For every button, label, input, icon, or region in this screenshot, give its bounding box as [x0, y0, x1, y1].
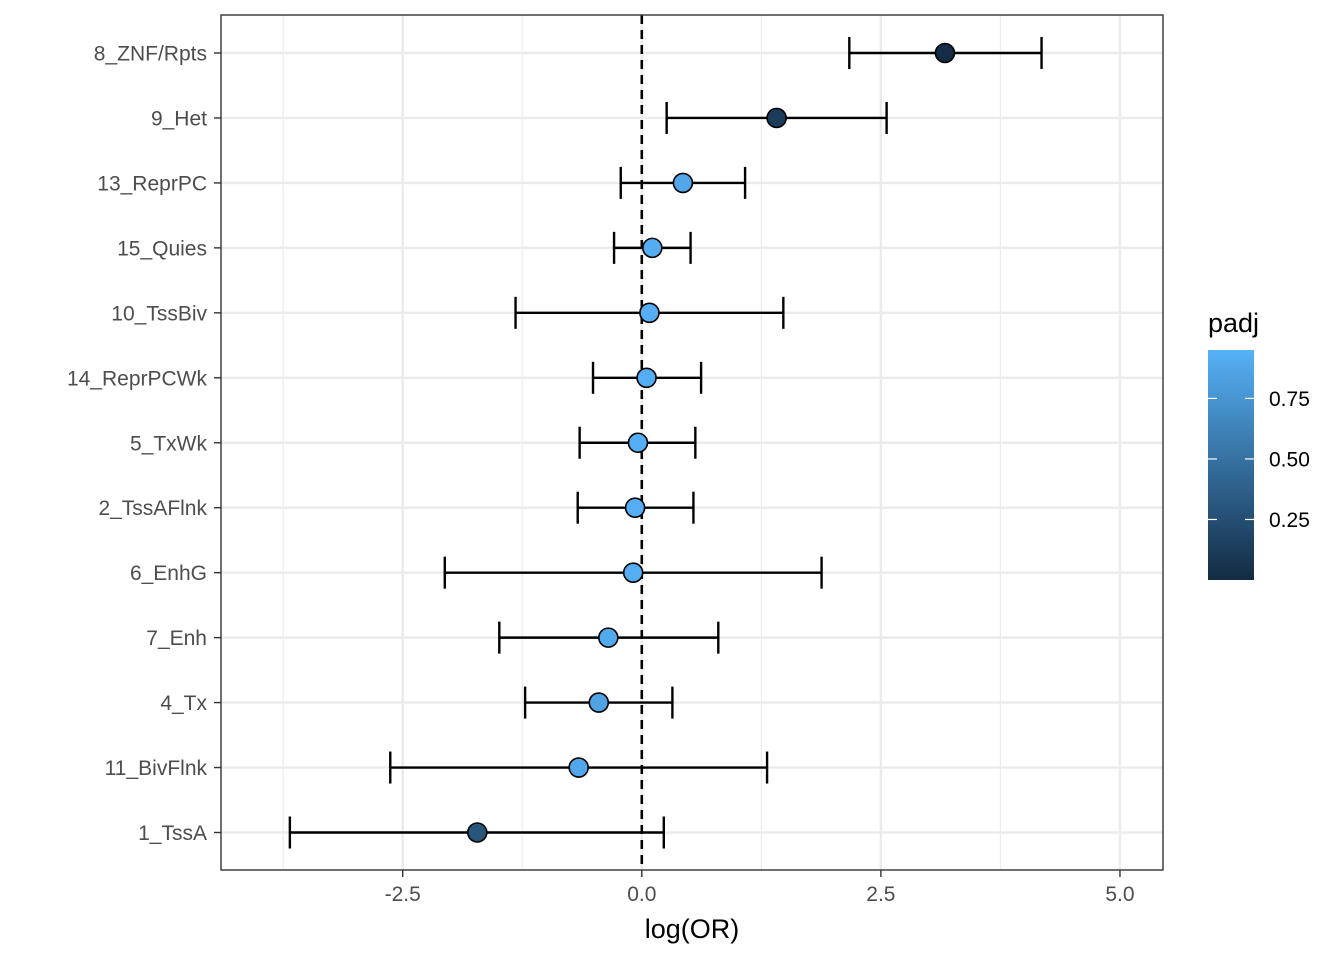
- estimate-point: [766, 107, 787, 129]
- estimate-point: [624, 497, 646, 519]
- estimate-points: [467, 42, 956, 843]
- legend-colorbar: padj 0.25 0.50 0.75: [1208, 308, 1310, 580]
- estimate-point: [568, 757, 589, 778]
- x-tick-label: -2.5: [385, 883, 421, 906]
- colorbar-tick-label: 0.25: [1269, 509, 1310, 532]
- y-tick-label: 14_ReprPCWk: [67, 367, 208, 390]
- y-tick-label: 8_ZNF/Rpts: [94, 43, 207, 66]
- y-tick-label: 2_TssAFlnk: [98, 497, 207, 520]
- estimate-point: [598, 627, 619, 648]
- x-axis-title: log(OR): [645, 914, 740, 944]
- estimate-point: [627, 432, 649, 454]
- colorbar-tick-label: 0.75: [1269, 388, 1310, 411]
- y-tick-label: 15_Quies: [117, 237, 207, 260]
- colorbar: [1208, 350, 1254, 580]
- estimate-point: [934, 42, 956, 64]
- estimate-point: [588, 692, 610, 713]
- y-tick-label: 13_ReprPC: [97, 172, 207, 195]
- estimate-point: [642, 237, 663, 259]
- y-axis: 8_ZNF/Rpts 9_Het 13_ReprPC 15_Quies 10_TssBi…: [67, 43, 221, 845]
- x-axis: -2.5 0.0 2.5 5.0: [385, 870, 1135, 906]
- y-tick-label: 7_Enh: [146, 627, 207, 650]
- y-tick-label: 9_Het: [151, 107, 207, 130]
- x-tick-label: 2.5: [866, 883, 895, 906]
- legend-title: padj: [1208, 308, 1259, 338]
- estimate-point: [636, 367, 657, 389]
- y-tick-label: 6_EnhG: [130, 562, 207, 585]
- colorbar-ticks: 0.25 0.50 0.75: [1208, 388, 1310, 532]
- x-tick-label: 5.0: [1105, 883, 1134, 906]
- estimate-point: [639, 302, 660, 324]
- y-tick-label: 5_TxWk: [130, 432, 208, 455]
- y-tick-label: 10_TssBiv: [111, 302, 207, 325]
- estimate-point: [672, 172, 694, 194]
- y-tick-label: 4_Tx: [160, 692, 207, 715]
- y-tick-label: 11_BivFlnk: [105, 757, 208, 780]
- x-tick-label: 0.0: [627, 883, 656, 906]
- colorbar-tick-label: 0.50: [1269, 448, 1310, 471]
- estimate-point: [467, 822, 488, 843]
- estimate-point: [622, 562, 644, 583]
- y-tick-label: 1_TssA: [138, 822, 207, 845]
